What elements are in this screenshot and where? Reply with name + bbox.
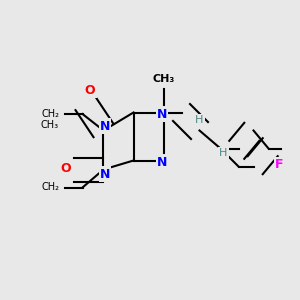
Text: O: O xyxy=(85,83,95,97)
Text: CH₃: CH₃ xyxy=(40,120,58,130)
Text: N: N xyxy=(100,167,110,181)
Text: N: N xyxy=(100,119,110,133)
Text: H: H xyxy=(219,148,228,158)
Text: CH₃: CH₃ xyxy=(152,74,175,84)
Text: CH₂: CH₂ xyxy=(42,182,60,193)
Text: N: N xyxy=(157,107,167,121)
Text: F: F xyxy=(275,158,283,172)
Text: O: O xyxy=(61,161,71,175)
Text: N: N xyxy=(157,155,167,169)
Text: CH₂: CH₂ xyxy=(42,109,60,119)
Text: H: H xyxy=(195,115,204,125)
